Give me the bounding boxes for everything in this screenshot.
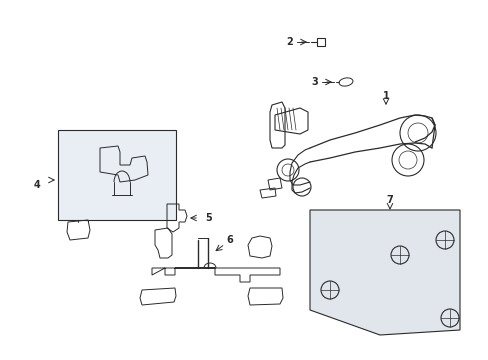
Text: 5: 5 xyxy=(204,213,211,223)
Text: 7: 7 xyxy=(386,195,392,205)
Polygon shape xyxy=(309,210,459,335)
Text: 6: 6 xyxy=(226,235,233,245)
Text: 2: 2 xyxy=(285,37,292,47)
FancyBboxPatch shape xyxy=(58,130,176,220)
Text: 4: 4 xyxy=(33,180,40,190)
Text: 1: 1 xyxy=(382,91,388,101)
Text: 3: 3 xyxy=(311,77,317,87)
